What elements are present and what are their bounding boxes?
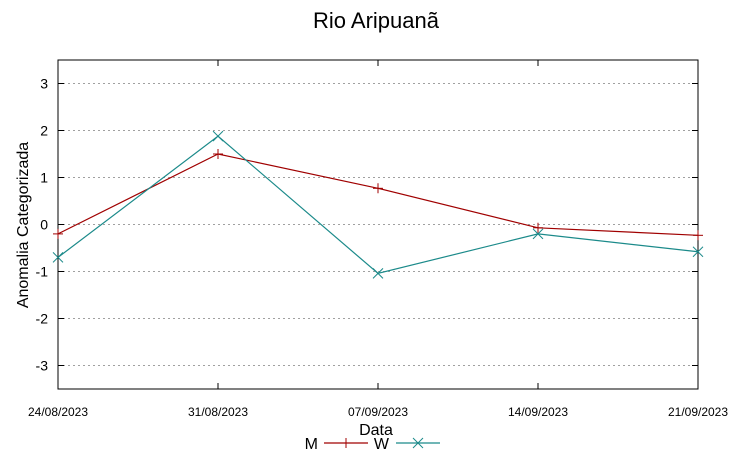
x-tick-label: 14/09/2023 bbox=[508, 405, 568, 419]
y-tick-label: -1 bbox=[36, 264, 49, 280]
series-lines bbox=[52, 130, 704, 279]
chart-title: Rio Aripuanã bbox=[313, 8, 440, 33]
data-point bbox=[213, 149, 223, 159]
y-axis-ticks: 3 2 1 0 -1 -2 -3 bbox=[36, 76, 698, 374]
x-tick-label: 07/09/2023 bbox=[348, 405, 408, 419]
data-point bbox=[533, 222, 543, 233]
data-point bbox=[532, 228, 544, 240]
data-point bbox=[372, 268, 384, 279]
y-tick-label: 1 bbox=[40, 170, 48, 186]
y-axis-label: Anomalia Categorizada bbox=[15, 142, 32, 308]
y-tick-label: 2 bbox=[40, 123, 48, 139]
legend-label: W bbox=[374, 436, 390, 453]
y-tick-label: 3 bbox=[40, 76, 48, 92]
legend-label: M bbox=[305, 436, 318, 453]
data-point bbox=[53, 228, 63, 239]
series-line-M bbox=[57, 153, 699, 236]
x-tick-label: 31/08/2023 bbox=[188, 405, 248, 419]
series-line-W bbox=[57, 135, 699, 275]
x-axis-label: Data bbox=[359, 422, 393, 439]
data-point bbox=[212, 130, 224, 142]
y-tick-label: 0 bbox=[40, 217, 48, 233]
data-point bbox=[412, 437, 424, 449]
y-tick-label: -3 bbox=[36, 358, 49, 374]
legend-item-W: W bbox=[374, 436, 440, 453]
data-point bbox=[52, 252, 64, 263]
data-point bbox=[693, 230, 703, 241]
legend-item-M: M bbox=[305, 436, 368, 453]
data-point bbox=[692, 246, 704, 258]
x-tick-label: 24/08/2023 bbox=[28, 405, 88, 419]
x-tick-label: 21/09/2023 bbox=[668, 405, 728, 419]
gridlines bbox=[58, 83, 698, 366]
data-point bbox=[373, 183, 383, 194]
data-point bbox=[341, 438, 351, 448]
y-tick-label: -2 bbox=[36, 311, 49, 327]
x-axis-ticks: 24/08/2023 31/08/2023 07/09/2023 14/09/2023… bbox=[28, 60, 728, 419]
